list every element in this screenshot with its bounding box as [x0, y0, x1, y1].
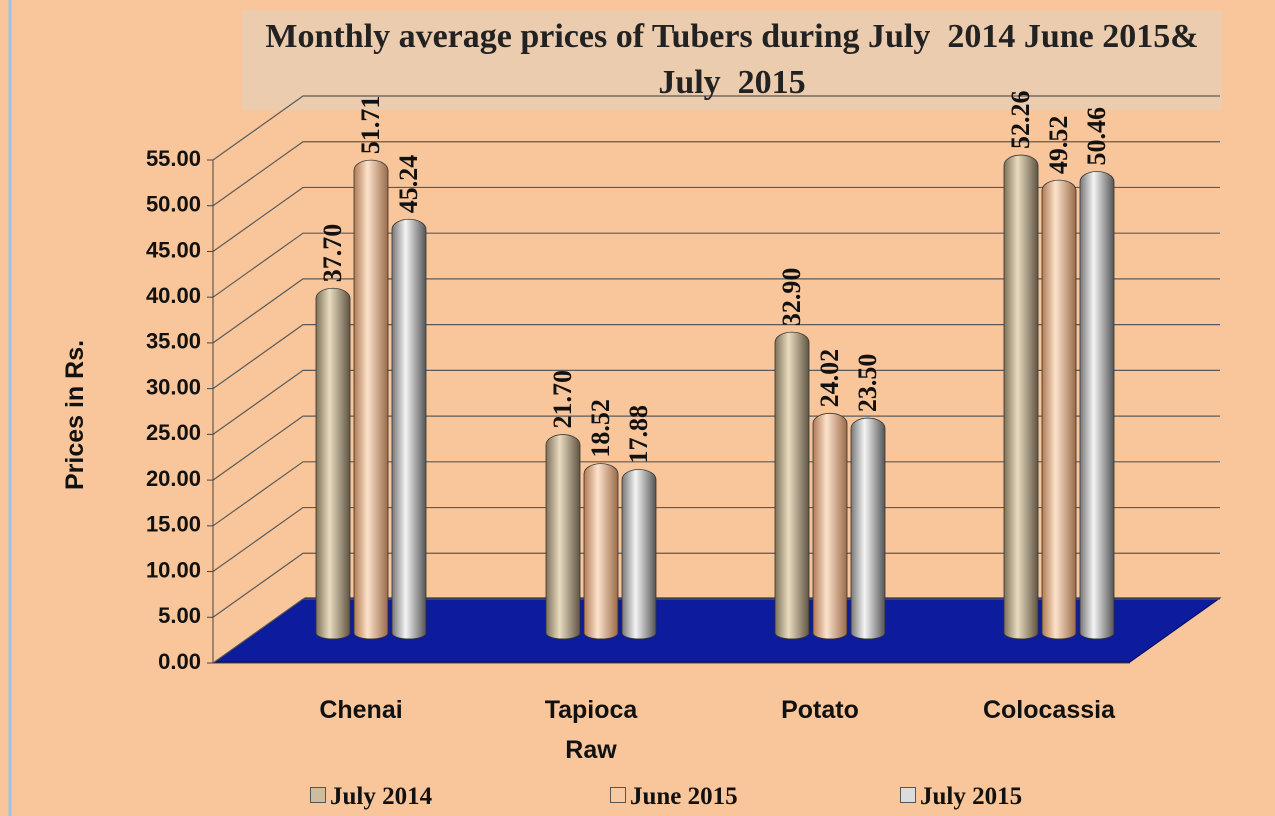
grid-line	[212, 324, 1220, 390]
grid-line	[212, 186, 1220, 252]
bar	[353, 159, 389, 640]
bar	[391, 218, 427, 640]
grid-line	[212, 552, 1220, 618]
y-tick-label: 35.00	[146, 329, 201, 354]
legend-swatch	[610, 787, 626, 803]
legend-item: July 2014	[310, 783, 432, 811]
y-tick-label: 50.00	[146, 192, 201, 217]
grid-line	[212, 141, 1220, 207]
x-tick-label: Potato	[781, 696, 859, 724]
y-axis-label: Prices in Rs.	[61, 340, 89, 490]
grid-line	[212, 461, 1220, 527]
grid-line	[212, 95, 1220, 161]
bar	[315, 287, 351, 640]
bar	[621, 469, 657, 640]
legend-swatch	[900, 787, 916, 803]
grid-line	[212, 415, 1220, 481]
value-label: 37.70	[318, 224, 347, 283]
legend-item: June 2015	[610, 783, 738, 811]
bar	[545, 434, 581, 640]
y-tick-label: 25.00	[146, 420, 201, 445]
bar	[812, 412, 848, 640]
value-label: 17.88	[624, 405, 653, 464]
y-tick-label: 40.00	[146, 283, 201, 308]
grid-line	[212, 278, 1220, 344]
bar	[1041, 179, 1077, 640]
y-tick-label: 15.00	[146, 512, 201, 537]
x-tick-label: Tapioca Raw	[544, 696, 638, 764]
y-tick-label: 10.00	[146, 557, 201, 582]
value-label: 32.90	[777, 268, 806, 327]
bar	[1079, 171, 1115, 640]
value-label: 21.70	[548, 370, 577, 429]
legend-item: July 2015	[900, 783, 1022, 811]
grid-line	[212, 506, 1220, 573]
value-label: 24.02	[815, 349, 844, 408]
legend-label: July 2014	[330, 783, 433, 810]
bar	[850, 417, 886, 640]
value-label: 45.24	[394, 155, 423, 214]
y-tick-label: 5.00	[158, 603, 201, 628]
value-label: 51.71	[356, 96, 385, 155]
y-tick-label: 20.00	[146, 466, 201, 491]
bar	[1003, 154, 1039, 640]
title-box	[242, 10, 1222, 110]
chart-title-text: Monthly average prices of Tubers during …	[265, 18, 1208, 101]
x-tick-label: Chenai	[319, 696, 403, 724]
grid-line	[212, 598, 1220, 664]
y-tick-label: 30.00	[146, 374, 201, 399]
value-label: 49.52	[1044, 116, 1073, 175]
bar	[774, 331, 810, 640]
y-tick-label: 45.00	[146, 237, 201, 262]
value-label: 18.52	[586, 399, 615, 458]
legend-swatch	[310, 787, 326, 803]
chart-title: Monthly average prices of Tubers during …	[242, 14, 1222, 106]
legend-label: July 2015	[920, 783, 1023, 810]
grid-line	[212, 232, 1220, 298]
value-label: 50.46	[1082, 107, 1111, 166]
y-tick-label: 0.00	[158, 649, 201, 674]
grid-line	[212, 369, 1220, 435]
legend-label: June 2015	[630, 783, 738, 810]
value-label: 23.50	[853, 354, 882, 413]
bar	[583, 463, 619, 640]
value-label: 52.26	[1006, 91, 1035, 150]
y-tick-label: 55.00	[146, 146, 201, 171]
x-tick-label: Colocassia	[982, 696, 1115, 724]
